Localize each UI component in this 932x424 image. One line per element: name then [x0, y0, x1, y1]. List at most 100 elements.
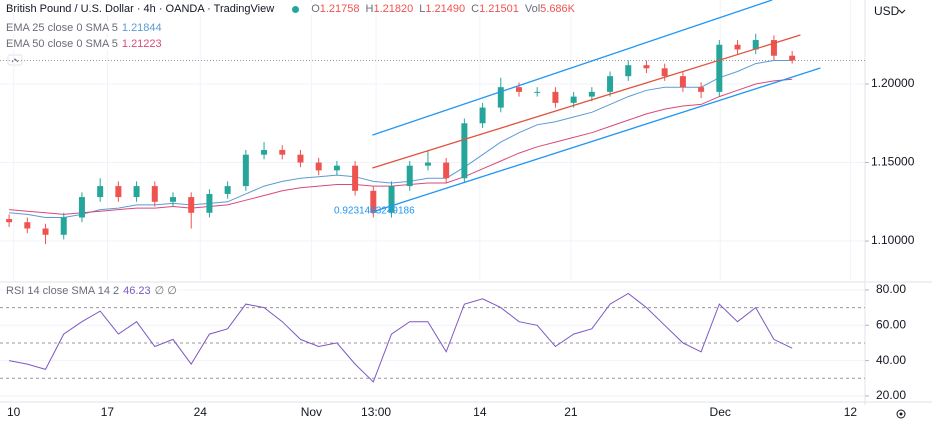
candle-body: [388, 186, 395, 213]
indicator-value: 46.23: [123, 284, 151, 297]
candle-body: [297, 154, 304, 163]
candle-body: [170, 197, 176, 202]
ema50-legend: EMA 50 close 0 SMA 5 1.21223: [6, 38, 162, 50]
indicator-name: RSI 14 close SMA 14 2: [6, 284, 120, 297]
ohlc-item: Vol5.686K: [525, 3, 575, 15]
currency-caret[interactable]: [898, 9, 906, 14]
candle-body: [206, 193, 213, 213]
settings-icon[interactable]: [896, 409, 906, 419]
trend-line: [372, 0, 773, 136]
trend-line: [372, 34, 801, 169]
candle-body: [370, 190, 377, 213]
collapse-icon: [11, 58, 19, 63]
symbol-title: British Pound / U.S. Dollar · 4h · OANDA…: [6, 3, 275, 15]
candle-body: [679, 76, 686, 88]
ohlc-item: L1.21490: [419, 3, 465, 15]
status-dot: [292, 5, 300, 13]
candle-body: [151, 186, 158, 202]
candle-body: [6, 219, 13, 223]
indicator-value: 1.21844: [121, 22, 162, 34]
candle-body: [224, 186, 231, 194]
ema-line: [9, 78, 793, 215]
ohlc-label: H: [365, 3, 374, 15]
x-tick-label: 14: [473, 405, 487, 419]
candle-body: [24, 222, 31, 229]
indicator-value: 1.21223: [121, 38, 162, 50]
y-tick-label: 80.00: [876, 282, 906, 296]
indicator-extra: ∅ ∅: [154, 285, 177, 297]
ohlc-label: Vol: [524, 3, 541, 15]
indicator-name: EMA 50 close 0 SMA 5: [6, 38, 118, 50]
candle-body: [607, 76, 614, 92]
y-tick-label: 40.00: [876, 353, 906, 367]
ohlc-item: H1.21820: [366, 3, 414, 15]
ohlc-value: 1.21820: [373, 3, 414, 15]
candle-body: [789, 55, 796, 61]
y-tick-label: 1.15000: [871, 155, 915, 169]
candle-body: [588, 91, 595, 97]
candle-body: [115, 186, 122, 198]
candle-body: [497, 87, 504, 108]
candle-body: [279, 149, 286, 155]
candle-body: [552, 91, 559, 103]
candle-body: [716, 44, 723, 92]
candle-body: [315, 162, 322, 171]
y-tick-label: 1.10000: [871, 233, 915, 247]
candle-body: [461, 123, 468, 179]
candle-body: [406, 165, 413, 187]
candle-body: [133, 186, 140, 198]
ohlc-label: C: [471, 3, 480, 15]
candle-body: [60, 217, 67, 235]
candle-body: [242, 154, 249, 187]
fib-label: 0.9231483249186: [334, 206, 415, 217]
x-tick-label: 21: [564, 405, 578, 419]
candle-body: [42, 228, 49, 235]
candle-body: [770, 40, 777, 56]
ohlc-value: 1.21490: [425, 3, 466, 15]
candle-body: [78, 197, 85, 218]
candle-body: [570, 96, 577, 103]
ema-line: [9, 60, 793, 218]
x-tick-label: 10: [7, 405, 21, 419]
x-tick-label: Dec: [710, 405, 731, 419]
rsi-line: [9, 292, 793, 383]
ohlc-label: L: [419, 3, 426, 15]
candle-body: [625, 65, 632, 77]
trend-line: [372, 67, 821, 213]
candle-body: [424, 162, 431, 166]
currency-label: USD: [874, 4, 900, 18]
x-tick-label: 12: [844, 405, 858, 419]
candle-body: [261, 149, 268, 155]
ohlc-item: O1.21758: [311, 3, 359, 15]
candle-body: [352, 165, 359, 191]
candle-body: [643, 65, 650, 69]
candle-body: [661, 68, 668, 77]
candle-body: [516, 87, 522, 92]
ohlc-label: O: [311, 3, 320, 15]
candle-body: [752, 40, 759, 50]
ohlc-item: C1.21501: [471, 3, 519, 15]
y-tick-label: 60.00: [876, 317, 906, 331]
candle-body: [188, 197, 195, 213]
y-tick-label: 1.20000: [871, 76, 915, 90]
ema25-legend: EMA 25 close 0 SMA 5 1.21844: [6, 22, 162, 34]
indicator-name: EMA 25 close 0 SMA 5: [6, 22, 118, 34]
candle-body: [333, 165, 340, 171]
candle-body: [734, 44, 741, 50]
rsi-legend: RSI 14 close SMA 14 2 46.23 ∅ ∅: [6, 284, 177, 297]
x-tick-label: 24: [194, 405, 208, 419]
ohlc-value: 1.21501: [479, 3, 519, 15]
candle-body: [479, 107, 486, 124]
ohlc-value: 1.21758: [319, 3, 360, 15]
candle-body: [698, 87, 705, 92]
y-tick-label: 20.00: [876, 388, 906, 402]
ohlc-legend: O1.21758 H1.21820 L1.21490 C1.21501 Vol5.686…: [311, 3, 575, 15]
x-tick-label: 13:00: [361, 405, 391, 419]
candle-body: [534, 91, 541, 93]
x-tick-label: 17: [101, 405, 115, 419]
candle-body: [443, 162, 450, 179]
x-tick-label: Nov: [301, 405, 322, 419]
candle-body: [97, 186, 104, 198]
